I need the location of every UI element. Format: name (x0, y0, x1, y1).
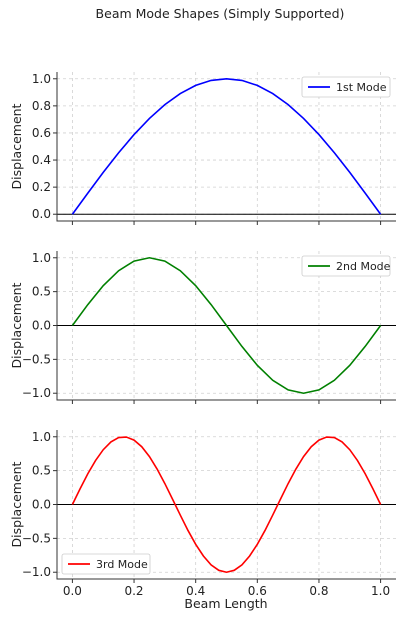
y-tick-label: −1.0 (22, 386, 51, 400)
x-tick-label: 0.4 (186, 584, 205, 598)
legend-label: 1st Mode (336, 81, 387, 94)
axis-spine (56, 72, 396, 222)
y-tick-label: 0.2 (32, 180, 51, 194)
axis-spine (56, 251, 396, 401)
y-tick-label: −1.0 (22, 565, 51, 579)
x-tick-label: 0.0 (63, 584, 82, 598)
y-tick-label: 0.0 (32, 498, 51, 512)
y-axis-label: Displacement (9, 282, 24, 368)
y-tick-label: 0.0 (32, 319, 51, 333)
legend-box (301, 76, 391, 98)
series-line-1 (71, 77, 382, 215)
y-tick-label: 1.0 (32, 430, 51, 444)
x-tick-label: 0.2 (124, 584, 143, 598)
subplot-3rd-mode: −1.0 −0.5 0.0 0.5 1.0 0.0 0.2 0.4 0.6 0.8 1.0 Displ… (9, 430, 396, 598)
y-tick-label: 0.5 (32, 285, 51, 299)
x-tick-label: 1.0 (371, 584, 390, 598)
series-line-2 (71, 256, 382, 395)
x-axis-label: Beam Length (184, 596, 267, 611)
y-axis-label: Displacement (9, 103, 24, 189)
y-tick-label: 0.6 (32, 126, 51, 140)
y-tick-label: −0.5 (22, 352, 51, 366)
y-tick-label: 1.0 (32, 72, 51, 86)
y-tick-label: 0.0 (32, 207, 51, 221)
legend-label: 3rd Mode (96, 558, 148, 571)
legend-3: 3rd Mode (61, 553, 151, 575)
legend-2: 2nd Mode (301, 255, 391, 277)
x-tick-label: 0.8 (309, 584, 328, 598)
y-tick-label: 0.8 (32, 99, 51, 113)
y-tick-label: 0.4 (32, 153, 51, 167)
subplot-1st-mode: 0.0 0.2 0.4 0.6 0.8 1.0 Displacement 1st Mode (9, 72, 396, 225)
y-axis-label: Displacement (9, 461, 24, 547)
y-tick-label: 1.0 (32, 251, 51, 265)
chart-title: Beam Mode Shapes (Simply Supported) (96, 6, 345, 21)
legend-box (301, 255, 391, 277)
axis-spine (56, 430, 396, 580)
subplot-2nd-mode: −1.0 −0.5 0.0 0.5 1.0 Displacement 2nd Mode (9, 251, 396, 404)
y-tick-label: −0.5 (22, 531, 51, 545)
legend-box (61, 553, 151, 575)
legend-label: 2nd Mode (336, 260, 391, 273)
series-line-3 (71, 436, 382, 574)
legend-1: 1st Mode (301, 76, 391, 98)
y-tick-label: 0.5 (32, 464, 51, 478)
x-tick-label: 0.6 (248, 584, 267, 598)
